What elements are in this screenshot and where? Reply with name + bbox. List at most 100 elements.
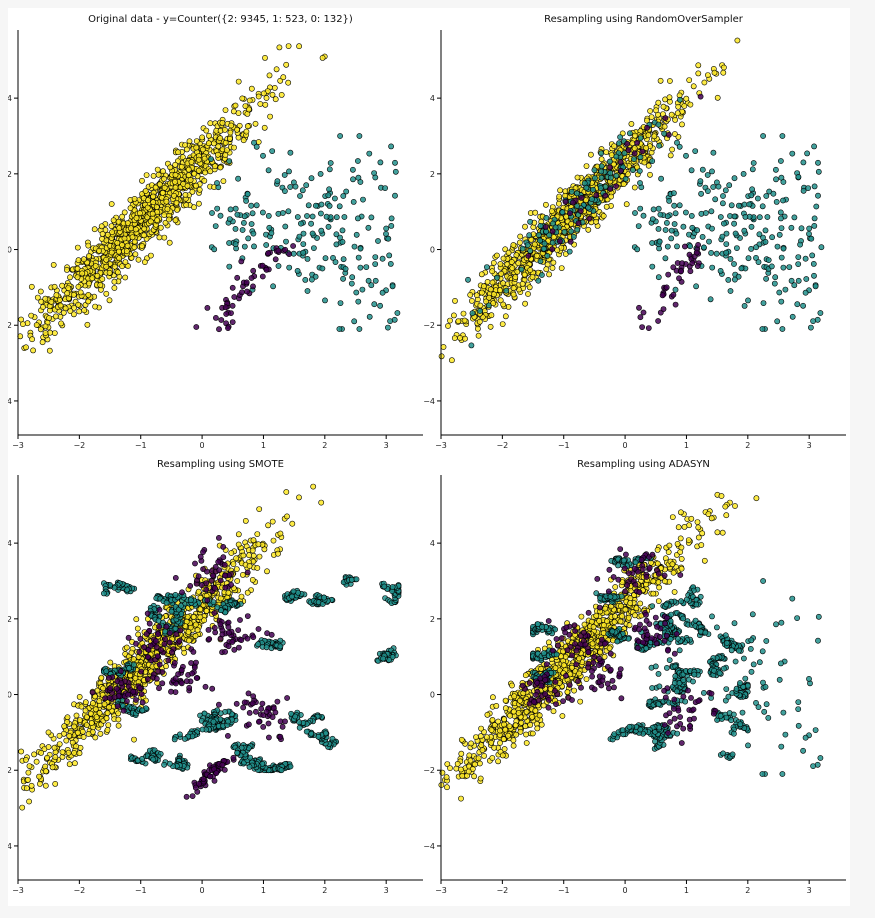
data-point-class_2: [249, 547, 256, 554]
data-point-class_2: [60, 309, 67, 316]
data-point-class_2: [489, 268, 496, 275]
data-point-class_1: [357, 245, 364, 252]
data-point-class_2: [603, 203, 610, 210]
data-point-class_2: [714, 94, 721, 101]
data-point-class_2: [217, 164, 224, 171]
data-point-class_2: [139, 243, 145, 249]
data-point-class_2: [487, 323, 494, 330]
data-point-class_2: [512, 274, 519, 280]
data-point-class_1: [763, 275, 769, 282]
data-point-class_1: [187, 597, 194, 603]
data-point-class_2: [133, 215, 140, 221]
data-point-class_1: [308, 220, 314, 227]
data-point-class_0: [660, 306, 667, 312]
data-point-class_2: [108, 201, 115, 207]
data-point-class_1: [671, 190, 677, 196]
data-point-class_1: [710, 184, 717, 190]
data-point-class_1: [795, 277, 802, 284]
data-point-class_0: [224, 733, 231, 739]
data-point-class_2: [25, 777, 31, 783]
data-point-class_2: [23, 785, 30, 792]
data-point-class_1: [772, 274, 779, 281]
data-point-class_1: [349, 274, 356, 281]
data-point-class_2: [185, 629, 192, 635]
data-point-class_2: [285, 43, 292, 49]
data-point-class_0: [205, 627, 212, 633]
data-point-class_2: [277, 530, 284, 537]
data-point-class_2: [193, 138, 200, 144]
data-point-class_1: [745, 255, 752, 262]
data-point-class_2: [695, 70, 702, 77]
data-point-class_1: [226, 216, 233, 222]
data-point-class_0: [202, 683, 209, 690]
data-point-class_1: [811, 143, 817, 150]
data-point-class_1: [748, 192, 755, 199]
data-point-class_0: [166, 639, 173, 646]
data-point-class_1: [808, 235, 815, 242]
data-point-class_1: [372, 174, 379, 181]
data-point-class_1: [773, 166, 779, 173]
data-point-class_1: [656, 142, 662, 149]
data-point-class_2: [558, 265, 565, 271]
data-point-class_2: [85, 731, 92, 737]
data-point-class_1: [749, 186, 755, 193]
data-point-class_1: [353, 289, 360, 296]
data-point-class_0: [557, 238, 563, 245]
data-point-class_2: [106, 704, 112, 711]
data-point-class_0: [168, 649, 175, 656]
data-point-class_1: [527, 218, 533, 225]
data-point-class_2: [672, 131, 678, 137]
data-point-class_2: [440, 344, 447, 350]
data-point-class_2: [490, 259, 497, 266]
data-point-class_2: [183, 202, 190, 208]
data-point-class_0: [125, 634, 132, 641]
data-point-class_2: [181, 649, 188, 656]
data-point-class_1: [671, 202, 678, 209]
data-point-class_1: [323, 213, 330, 220]
data-point-class_2: [473, 292, 480, 299]
data-point-class_0: [144, 610, 151, 617]
data-point-class_2: [123, 644, 130, 651]
data-point-class_1: [770, 190, 777, 197]
data-point-class_2: [478, 289, 485, 296]
data-point-class_0: [255, 626, 262, 632]
data-point-class_2: [185, 166, 192, 173]
data-point-class_1: [666, 197, 672, 204]
data-point-class_1: [592, 175, 598, 181]
data-point-class_0: [190, 649, 197, 655]
data-point-class_1: [632, 210, 638, 216]
data-point-class_2: [98, 223, 105, 230]
data-point-class_1: [248, 221, 255, 227]
data-point-class_1: [368, 214, 375, 221]
data-point-class_2: [549, 265, 556, 271]
data-point-class_2: [657, 77, 664, 84]
data-point-class_2: [705, 72, 711, 78]
data-point-class_2: [631, 184, 638, 191]
data-point-class_1: [340, 256, 347, 263]
data-point-class_1: [566, 248, 573, 255]
data-point-class_2: [30, 347, 36, 354]
data-point-class_2: [129, 234, 136, 241]
data-point-class_1: [658, 175, 664, 182]
data-point-class_1: [172, 592, 179, 598]
data-point-class_2: [272, 96, 279, 103]
data-point-class_2: [141, 232, 147, 239]
data-point-class_0: [193, 675, 200, 681]
data-point-class_1: [377, 302, 383, 309]
data-point-class_0: [645, 325, 652, 331]
data-point-class_0: [250, 283, 256, 290]
data-point-class_1: [549, 239, 556, 246]
data-point-class_1: [780, 264, 787, 271]
data-point-class_1: [387, 260, 394, 267]
data-point-class_2: [61, 723, 68, 730]
data-point-class_2: [175, 149, 181, 156]
data-point-class_1: [661, 130, 667, 137]
data-point-class_1: [731, 213, 738, 220]
data-point-class_0: [258, 705, 265, 712]
data-point-class_2: [150, 199, 157, 206]
data-point-class_1: [524, 242, 531, 248]
data-point-class_1: [227, 206, 234, 213]
data-point-class_2: [103, 290, 110, 297]
data-point-class_1: [815, 159, 821, 166]
data-point-class_1: [746, 201, 753, 208]
